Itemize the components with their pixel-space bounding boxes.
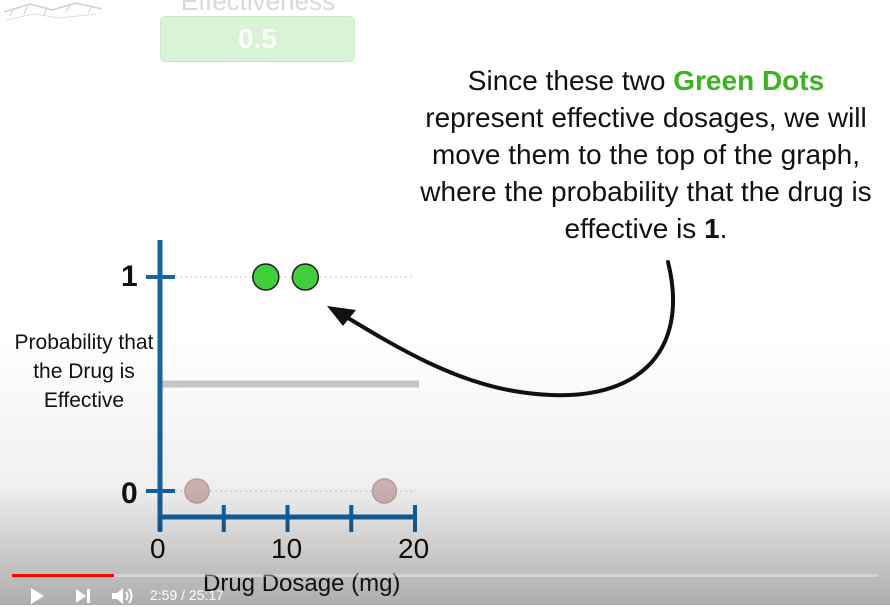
- x-tick-label-20: 20: [398, 533, 430, 564]
- effectiveness-value-text: 0.5: [238, 23, 277, 54]
- effectiveness-label: Effectiveness: [180, 0, 336, 16]
- y-axis-label: Probability that the Drug is Effective: [14, 331, 154, 412]
- callout-bold-value: 1: [704, 213, 720, 244]
- callout-highlight: Green Dots: [673, 65, 825, 96]
- sketch-doodle: [3, 2, 103, 21]
- next-icon[interactable]: [74, 587, 92, 605]
- play-icon[interactable]: [28, 587, 46, 605]
- callout-text-start: Since these two: [467, 65, 674, 96]
- progress-bar[interactable]: [12, 574, 878, 577]
- arrow-head: [327, 306, 356, 326]
- pink-dot-1: [184, 478, 210, 504]
- x-tick-label-0: 0: [150, 533, 166, 564]
- progress-bar-fill: [12, 574, 115, 577]
- callout-text-end: .: [719, 213, 728, 244]
- time-display: 2:59 / 25:17: [150, 587, 224, 603]
- player-controls: 2:59 / 25:17: [0, 583, 890, 605]
- arrow-curve: [336, 260, 676, 398]
- green-dot-2: [291, 263, 320, 291]
- effectiveness-value: 0.5: [160, 16, 355, 62]
- y-tick-label-0: 0: [121, 477, 138, 510]
- callout-text-middle: represent effective dosages, we will mov…: [420, 102, 872, 244]
- x-axis-label: Drug Dosage (mg): [203, 570, 401, 597]
- x-tick-label-10: 10: [271, 533, 303, 564]
- green-dot-1: [252, 263, 280, 291]
- pink-dot-2: [371, 478, 398, 504]
- volume-icon[interactable]: [110, 585, 136, 607]
- y-tick-label-1: 1: [121, 260, 138, 293]
- callout-text: Since these two Green Dots represent eff…: [410, 62, 882, 247]
